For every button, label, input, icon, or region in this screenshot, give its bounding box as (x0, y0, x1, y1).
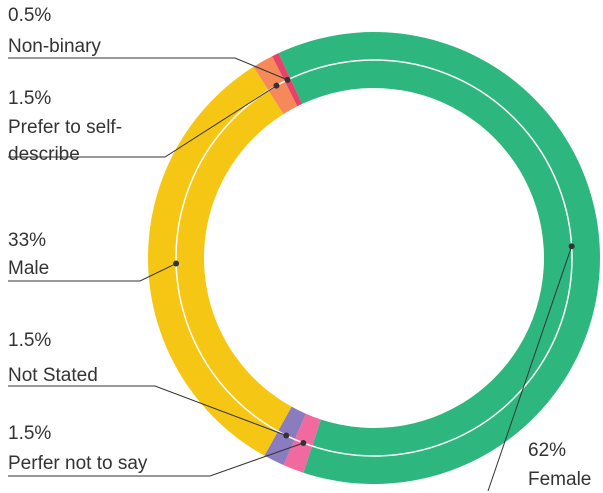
leader-dot (283, 432, 290, 439)
leader-dot (568, 243, 575, 250)
leader-dot (173, 260, 180, 267)
value-label: 62% (528, 440, 567, 461)
leader-line (8, 85, 277, 158)
donut-segment (147, 66, 292, 456)
value-label: 33% (8, 230, 47, 251)
leader-line (8, 385, 287, 436)
legend-label: Not Stated (8, 365, 98, 386)
legend-label: Female (528, 469, 592, 490)
legend-label: Male (8, 258, 50, 279)
legend-label: Perfer not to say (8, 453, 148, 474)
leader-line (8, 442, 304, 477)
legend-label: Non-binary (8, 36, 101, 57)
ring-line (175, 59, 573, 457)
value-label: 1.5% (8, 423, 52, 444)
leader-line (8, 57, 288, 81)
value-label: 0.5% (8, 5, 52, 26)
legend-label: Prefer to self-describe (8, 117, 123, 165)
value-label: 1.5% (8, 330, 52, 351)
donut-segment (278, 32, 600, 484)
leader-dot (284, 76, 291, 83)
leader-dot (273, 82, 280, 89)
leader-line (487, 246, 573, 491)
leader-dot (300, 439, 307, 446)
leader-line (8, 263, 177, 282)
value-label: 1.5% (8, 88, 52, 109)
